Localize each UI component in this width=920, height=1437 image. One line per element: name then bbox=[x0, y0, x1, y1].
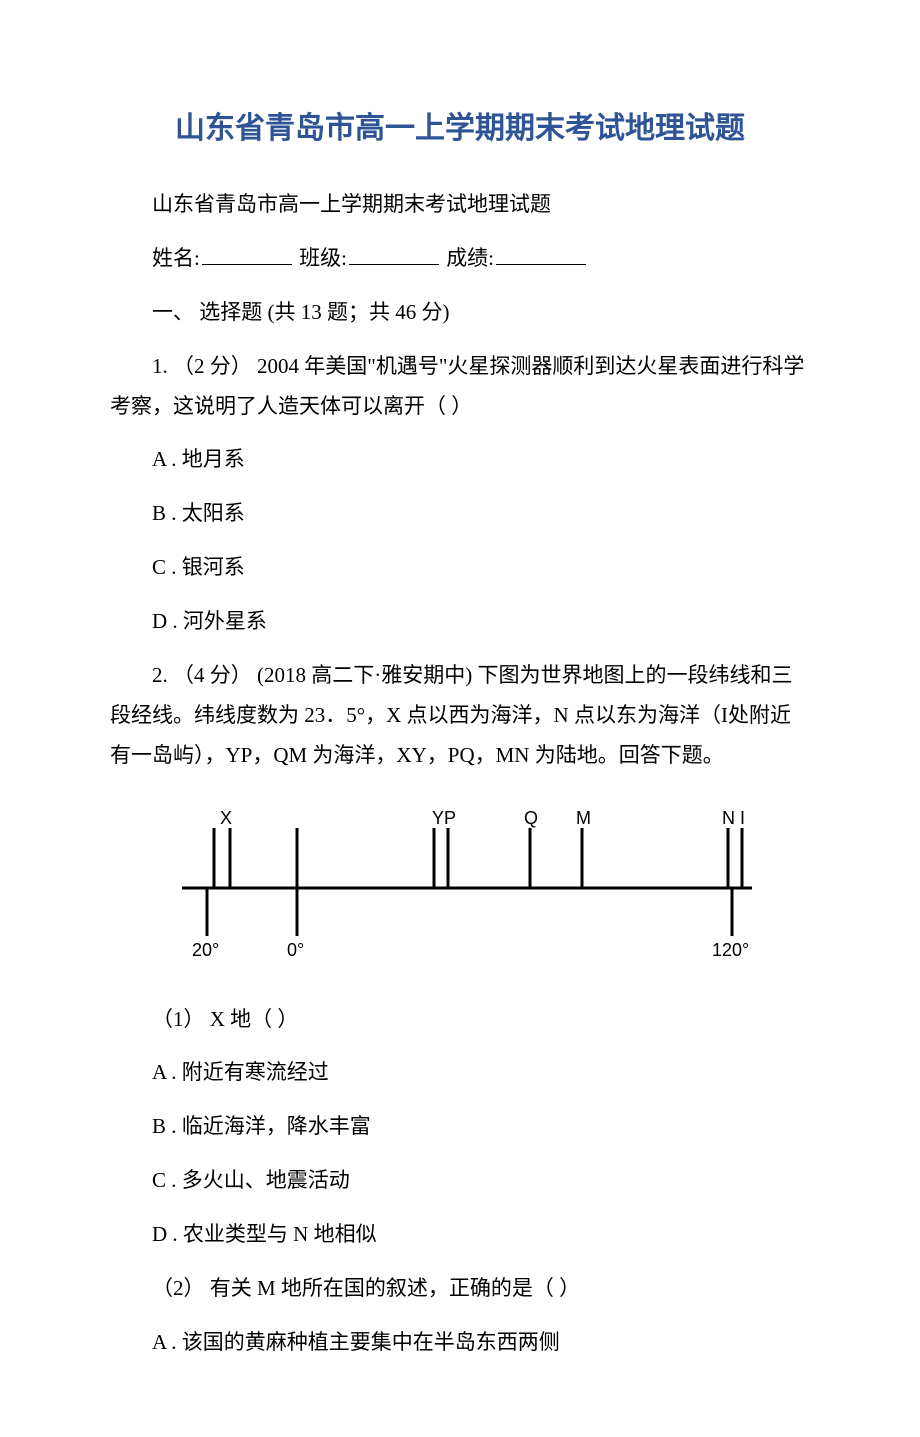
form-line: 姓名: 班级: 成绩: bbox=[110, 239, 810, 279]
svg-text:Q: Q bbox=[524, 808, 538, 828]
class-blank[interactable] bbox=[349, 242, 439, 265]
q2-sub2-option-a: A . 该国的黄麻种植主要集中在半岛东西两侧 bbox=[110, 1323, 810, 1363]
latitude-line-diagram: X YP Q M NI 20° 0° 120° bbox=[152, 796, 772, 966]
score-label: 成绩: bbox=[446, 246, 494, 270]
section-header: 一、 选择题 (共 13 题；共 46 分) bbox=[110, 293, 810, 333]
svg-text:X: X bbox=[220, 808, 232, 828]
q1-option-d: D . 河外星系 bbox=[110, 602, 810, 642]
name-label: 姓名: bbox=[152, 246, 200, 270]
q1-option-b: B . 太阳系 bbox=[110, 494, 810, 534]
q2-sub1-option-a: A . 附近有寒流经过 bbox=[110, 1053, 810, 1093]
q2-sub1-option-c: C . 多火山、地震活动 bbox=[110, 1161, 810, 1201]
subtitle: 山东省青岛市高一上学期期末考试地理试题 bbox=[110, 185, 810, 225]
q2-diagram: X YP Q M NI 20° 0° 120° bbox=[152, 796, 810, 980]
class-label: 班级: bbox=[299, 246, 347, 270]
q1-option-c: C . 银河系 bbox=[110, 548, 810, 588]
svg-text:120°: 120° bbox=[712, 940, 749, 960]
q2-sub1-option-b: B . 临近海洋，降水丰富 bbox=[110, 1107, 810, 1147]
q2-sub1-option-d: D . 农业类型与 N 地相似 bbox=[110, 1215, 810, 1255]
svg-text:20°: 20° bbox=[192, 940, 219, 960]
svg-text:M: M bbox=[576, 808, 591, 828]
score-blank[interactable] bbox=[496, 242, 586, 265]
page-title: 山东省青岛市高一上学期期末考试地理试题 bbox=[110, 100, 810, 157]
q2-stem: 2. （4 分） (2018 高二下·雅安期中) 下图为世界地图上的一段纬线和三… bbox=[110, 656, 810, 776]
svg-text:I: I bbox=[740, 808, 745, 828]
svg-text:YP: YP bbox=[432, 808, 456, 828]
svg-text:N: N bbox=[722, 808, 735, 828]
name-blank[interactable] bbox=[202, 242, 292, 265]
q2-sub2-stem: （2） 有关 M 地所在国的叙述，正确的是（ ） bbox=[110, 1269, 810, 1309]
q1-stem: 1. （2 分） 2004 年美国"机遇号"火星探测器顺利到达火星表面进行科学考… bbox=[110, 347, 810, 427]
svg-text:0°: 0° bbox=[287, 940, 304, 960]
q2-sub1-stem: （1） X 地（ ） bbox=[110, 1000, 810, 1040]
q1-option-a: A . 地月系 bbox=[110, 440, 810, 480]
